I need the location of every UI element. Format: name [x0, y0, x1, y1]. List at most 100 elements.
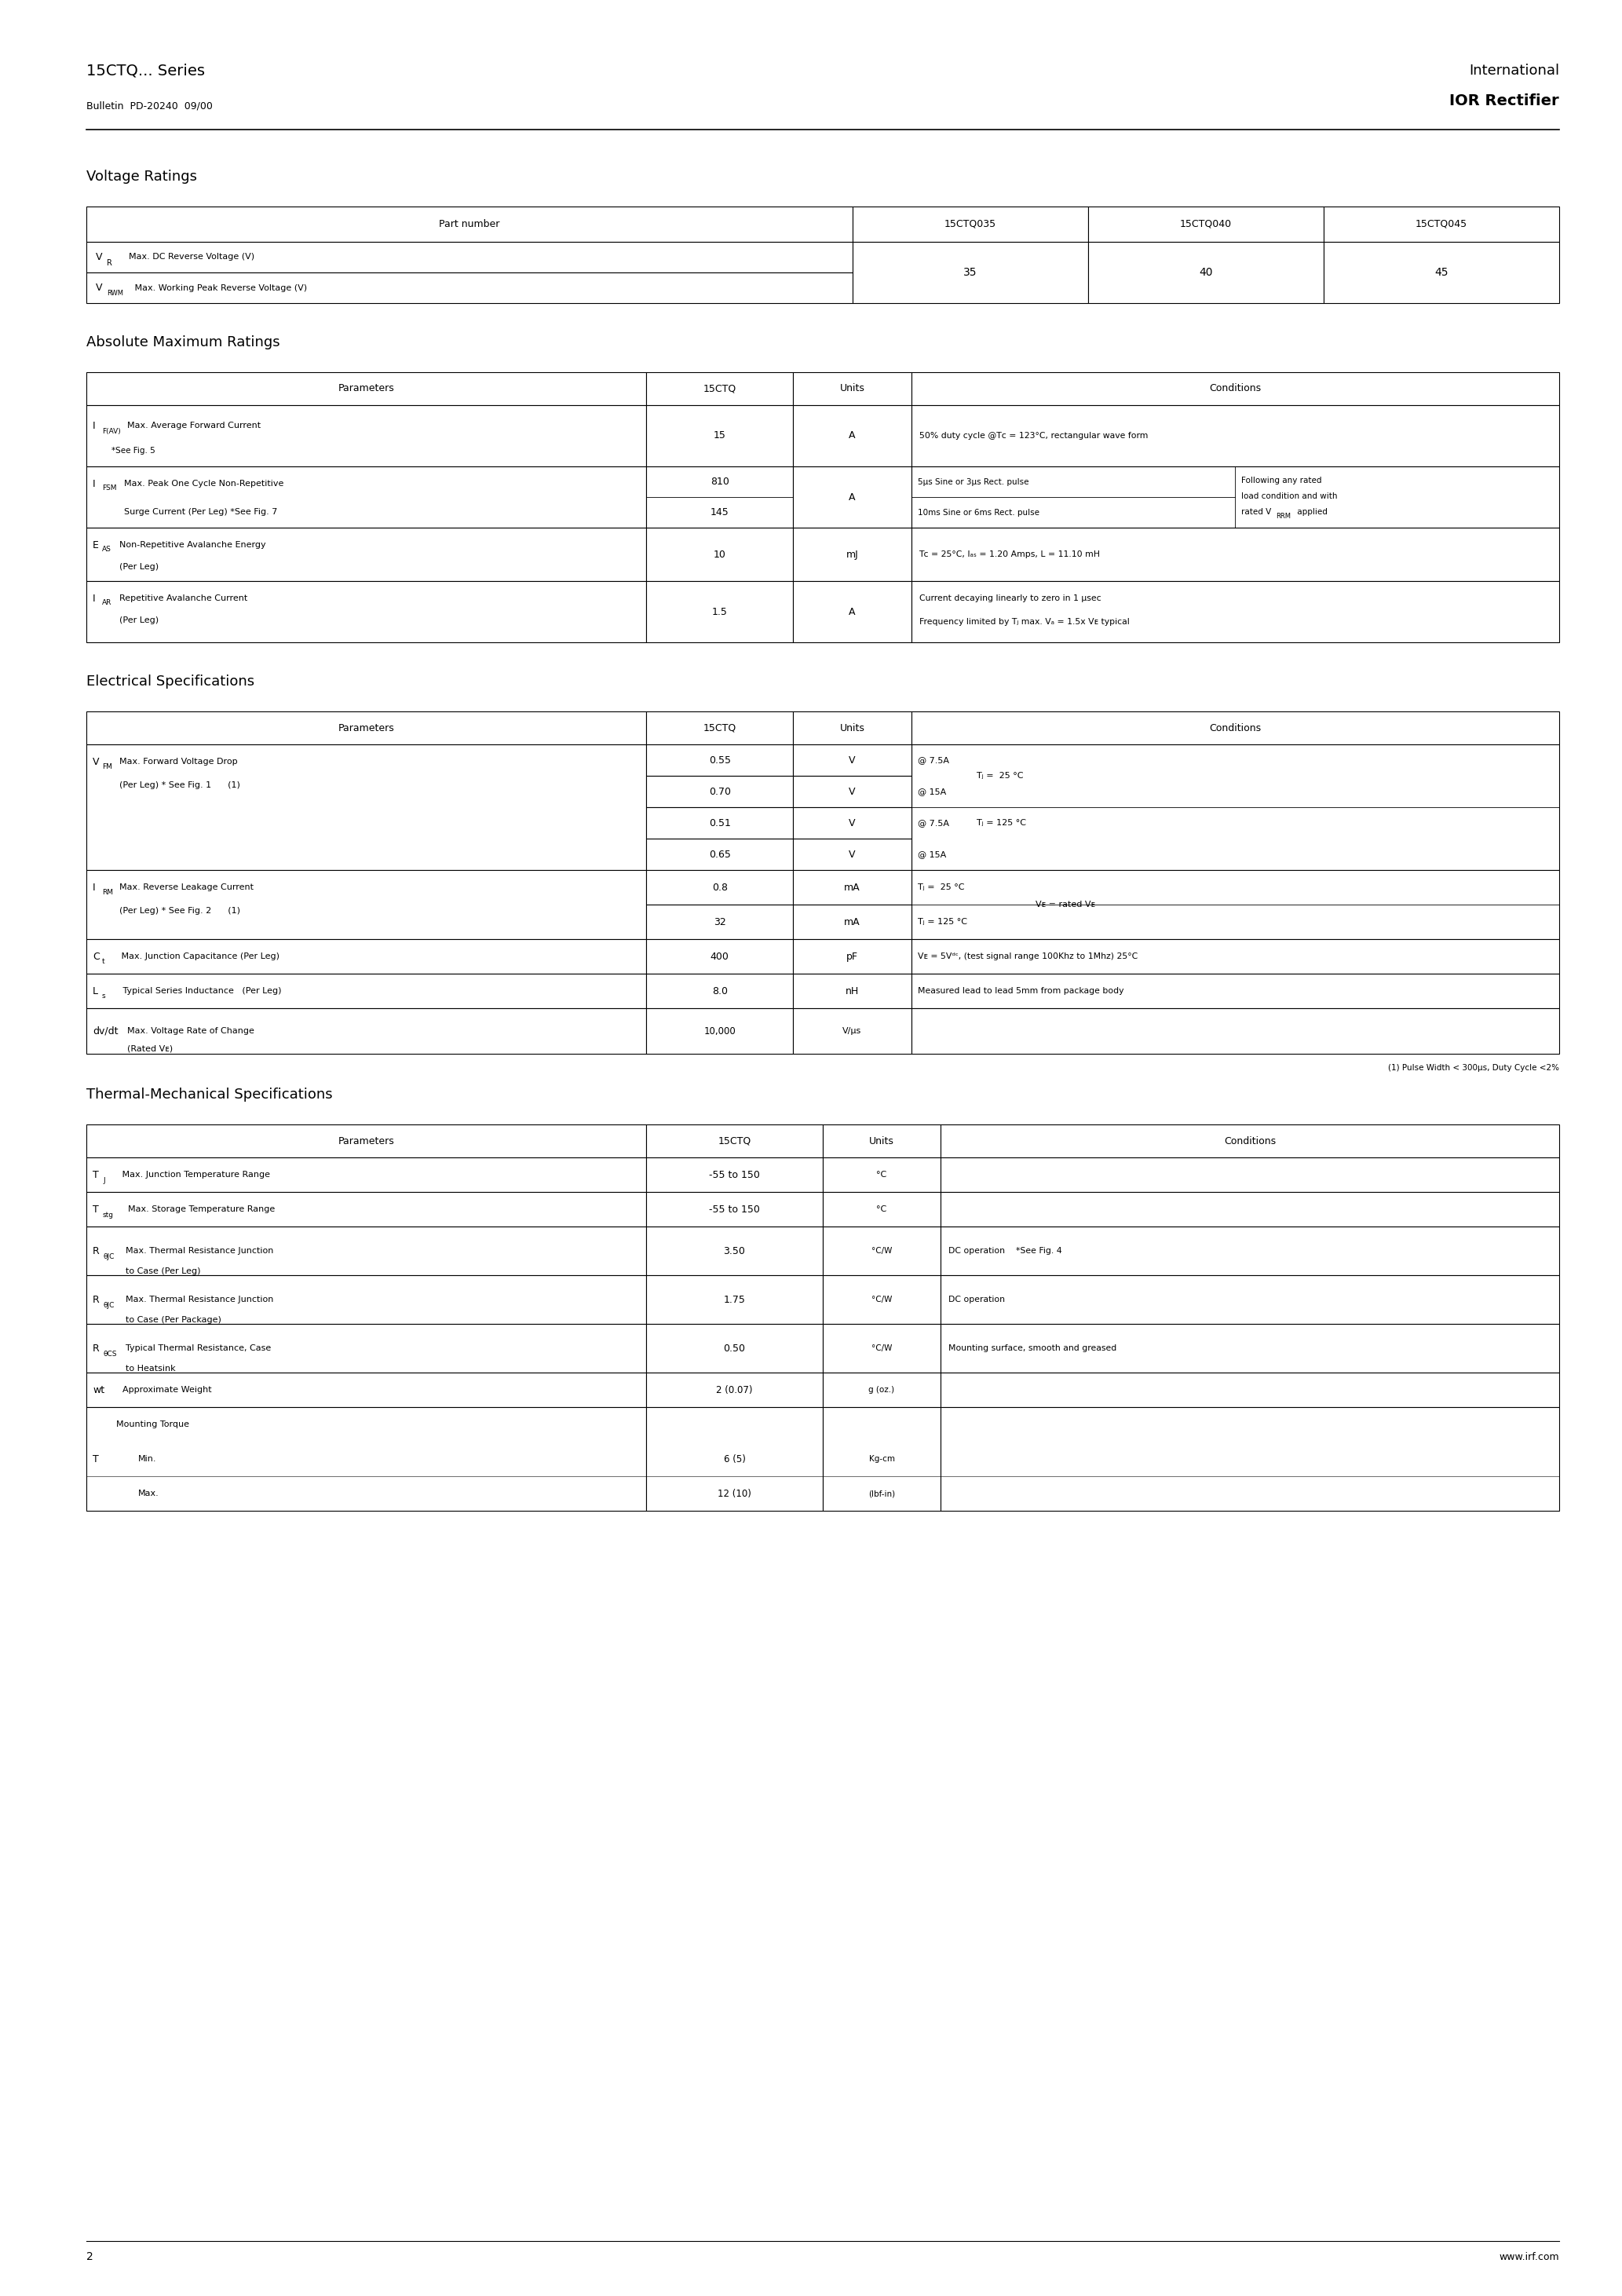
Text: 0.55: 0.55	[709, 755, 730, 765]
Text: to Case (Per Package): to Case (Per Package)	[125, 1316, 221, 1325]
Text: (lbf-in): (lbf-in)	[868, 1490, 895, 1497]
Text: θJC: θJC	[102, 1254, 114, 1261]
Bar	[86, 1373, 646, 1407]
Text: 1.75: 1.75	[723, 1295, 746, 1304]
Text: R: R	[92, 1343, 99, 1352]
Text: 10,000: 10,000	[704, 1026, 736, 1035]
Bar	[912, 372, 1559, 404]
Text: stg: stg	[102, 1212, 114, 1219]
Bar	[86, 974, 646, 1008]
Bar	[793, 1008, 912, 1054]
Text: Repetitive Avalanche Current: Repetitive Avalanche Current	[120, 595, 248, 602]
Text: 145: 145	[710, 507, 728, 517]
Text: Max. Junction Capacitance (Per Leg): Max. Junction Capacitance (Per Leg)	[114, 953, 279, 960]
Text: Max. Reverse Leakage Current: Max. Reverse Leakage Current	[120, 884, 253, 891]
Bar	[646, 744, 793, 776]
Text: Tⱼ =  25 °C: Tⱼ = 25 °C	[976, 771, 1023, 781]
Bar	[646, 1325, 822, 1373]
Bar	[86, 939, 646, 974]
Text: Electrical Specifications: Electrical Specifications	[86, 675, 255, 689]
Text: (Per Leg) * See Fig. 2      (1): (Per Leg) * See Fig. 2 (1)	[120, 907, 240, 914]
Text: RM: RM	[102, 889, 114, 895]
Bar	[86, 1125, 646, 1157]
Text: Conditions: Conditions	[1210, 383, 1262, 395]
Bar	[912, 466, 1559, 528]
Text: @ 15A: @ 15A	[918, 850, 946, 859]
Text: nH: nH	[845, 985, 860, 996]
Text: V: V	[848, 817, 855, 829]
Text: AR: AR	[102, 599, 112, 606]
Text: Max. Peak One Cycle Non-Repetitive: Max. Peak One Cycle Non-Repetitive	[123, 480, 284, 487]
Text: Max. Forward Voltage Drop: Max. Forward Voltage Drop	[120, 758, 237, 765]
Text: Max. Voltage Rate of Change: Max. Voltage Rate of Change	[127, 1026, 255, 1035]
Text: dv/dt: dv/dt	[92, 1026, 118, 1035]
Bar	[646, 905, 793, 939]
Text: @ 7.5A: @ 7.5A	[918, 820, 949, 827]
Bar	[86, 1226, 646, 1274]
Bar	[86, 207, 852, 241]
Text: 1.5: 1.5	[712, 606, 728, 618]
Bar	[941, 1274, 1559, 1325]
Bar	[646, 1373, 822, 1407]
Bar	[86, 528, 646, 581]
Text: I: I	[92, 882, 96, 893]
Bar	[912, 744, 1559, 870]
Bar	[646, 838, 793, 870]
Text: 15CTQ... Series: 15CTQ... Series	[86, 64, 204, 78]
Text: (Per Leg): (Per Leg)	[120, 563, 159, 572]
Text: A: A	[848, 432, 855, 441]
Text: Frequency limited by Tⱼ max. Vₐ = 1.5x Vᴇ typical: Frequency limited by Tⱼ max. Vₐ = 1.5x V…	[920, 618, 1129, 627]
Text: θJC: θJC	[102, 1302, 114, 1309]
Bar	[646, 1274, 822, 1325]
Text: 2: 2	[86, 2252, 92, 2262]
Bar	[646, 528, 793, 581]
Text: s: s	[102, 992, 105, 999]
Text: 15CTQ040: 15CTQ040	[1179, 218, 1231, 230]
Bar	[646, 1125, 822, 1157]
Text: 6 (5): 6 (5)	[723, 1453, 746, 1465]
Text: 2 (0.07): 2 (0.07)	[717, 1384, 753, 1396]
Text: pF: pF	[847, 951, 858, 962]
Text: Typical Thermal Resistance, Case: Typical Thermal Resistance, Case	[125, 1343, 271, 1352]
Text: Max. Thermal Resistance Junction: Max. Thermal Resistance Junction	[125, 1295, 274, 1304]
Bar	[822, 1192, 941, 1226]
Text: 50% duty cycle @Tᴄ = 123°C, rectangular wave form: 50% duty cycle @Tᴄ = 123°C, rectangular …	[920, 432, 1148, 441]
Bar	[912, 1008, 1559, 1054]
Bar	[646, 372, 793, 404]
Text: Max. Thermal Resistance Junction: Max. Thermal Resistance Junction	[125, 1247, 274, 1256]
Bar	[912, 528, 1559, 581]
Bar	[941, 1192, 1559, 1226]
Bar	[86, 241, 852, 273]
Bar	[646, 1226, 822, 1274]
Text: Max. Junction Temperature Range: Max. Junction Temperature Range	[114, 1171, 269, 1178]
Text: 32: 32	[714, 916, 727, 928]
Text: A: A	[848, 606, 855, 618]
Text: A: A	[848, 491, 855, 503]
Bar	[86, 1407, 646, 1511]
Bar	[646, 1157, 822, 1192]
Bar	[646, 870, 793, 905]
Text: Approximate Weight: Approximate Weight	[123, 1387, 212, 1394]
Text: International: International	[1470, 64, 1559, 78]
Text: Parameters: Parameters	[337, 723, 394, 732]
Bar	[822, 1373, 941, 1407]
Text: g (oz.): g (oz.)	[869, 1387, 895, 1394]
Bar	[646, 581, 793, 643]
Bar	[793, 838, 912, 870]
Text: Following any rated: Following any rated	[1241, 478, 1322, 484]
Bar	[941, 1125, 1559, 1157]
Bar	[941, 1157, 1559, 1192]
Text: 3.50: 3.50	[723, 1247, 746, 1256]
Text: rated V: rated V	[1241, 507, 1272, 517]
Text: V: V	[96, 282, 102, 294]
Text: °C/W: °C/W	[871, 1295, 892, 1304]
Text: °C/W: °C/W	[871, 1343, 892, 1352]
Text: Voltage Ratings: Voltage Ratings	[86, 170, 196, 184]
Text: mA: mA	[843, 882, 860, 893]
Text: -55 to 150: -55 to 150	[709, 1169, 759, 1180]
Text: @ 15A: @ 15A	[918, 788, 946, 794]
Text: (Per Leg) * See Fig. 1      (1): (Per Leg) * See Fig. 1 (1)	[120, 781, 240, 790]
Text: 810: 810	[710, 478, 728, 487]
Text: (1) Pulse Width < 300μs, Duty Cycle <2%: (1) Pulse Width < 300μs, Duty Cycle <2%	[1388, 1063, 1559, 1072]
Text: DC operation: DC operation	[949, 1295, 1006, 1304]
